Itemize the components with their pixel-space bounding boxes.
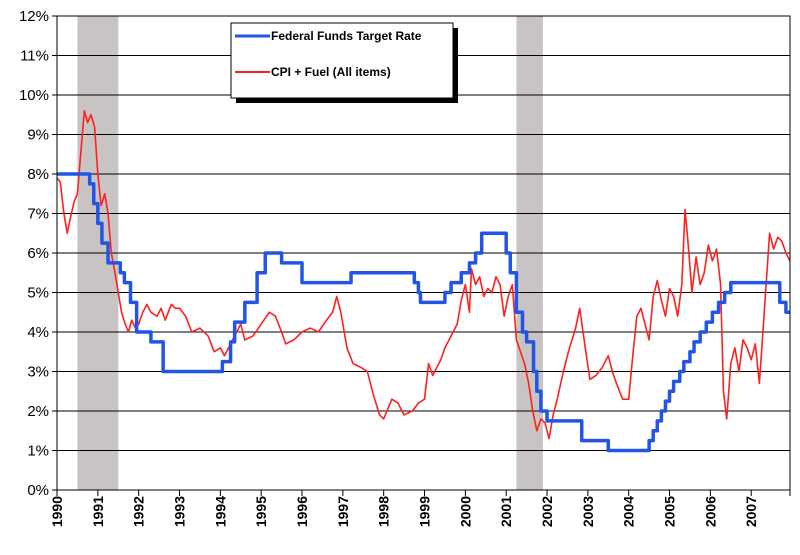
x-tick-label: 1995 [253, 496, 269, 527]
x-tick-label: 2007 [743, 496, 759, 527]
x-tick-label: 1992 [131, 496, 147, 527]
y-tick-label: 9% [27, 127, 49, 144]
y-tick-label: 7% [27, 206, 49, 223]
x-tick-label: 1994 [212, 496, 228, 527]
legend: Federal Funds Target Rate CPI + Fuel (Al… [230, 22, 458, 103]
y-tick-label: 4% [27, 324, 49, 341]
y-tick-label: 12% [19, 8, 49, 25]
series-line-cpi-fuel [56, 110, 791, 440]
x-tick-label: 2006 [702, 496, 718, 527]
legend-label-fed-funds: Federal Funds Target Rate [271, 29, 422, 43]
series-lines [56, 110, 791, 453]
plot-frame [56, 15, 791, 491]
x-tick-label: 1993 [172, 496, 188, 527]
y-tick-label: 8% [27, 166, 49, 183]
x-tick-label: 2005 [662, 496, 678, 527]
x-tick-label: 2003 [580, 496, 596, 527]
y-tick-label: 11% [20, 48, 49, 65]
series-line-fed-funds [57, 172, 790, 453]
x-tick-label: 2002 [539, 496, 555, 527]
y-tick-label: 1% [27, 443, 49, 460]
x-tick-label: 1990 [49, 496, 65, 527]
y-tick-label: 6% [27, 245, 49, 262]
x-axis-ticks: 1990 1991 1992 1993 1994 1995 1996 1997 1998 1999… [49, 490, 791, 527]
y-axis-ticks: 0% 1% 2% 3% 4% 5% 6% 7% 8% 9% 10% 11% 12% [19, 8, 57, 499]
x-tick-label: 1999 [417, 496, 433, 527]
y-tick-label: 10% [19, 87, 49, 104]
x-tick-label: 2000 [457, 496, 473, 527]
x-tick-label: 2001 [498, 496, 514, 527]
y-tick-label: 5% [27, 285, 49, 302]
x-tick-label: 1996 [294, 496, 310, 527]
x-tick-label: 1998 [376, 496, 392, 527]
x-tick-label: 1991 [90, 496, 106, 527]
y-tick-label: 0% [27, 482, 49, 499]
legend-label-cpi-fuel: CPI + Fuel (All items) [271, 65, 391, 79]
y-tick-label: 2% [27, 403, 49, 420]
y-tick-label: 3% [27, 364, 49, 381]
x-tick-label: 2004 [621, 496, 637, 527]
x-tick-label: 1997 [335, 496, 351, 527]
